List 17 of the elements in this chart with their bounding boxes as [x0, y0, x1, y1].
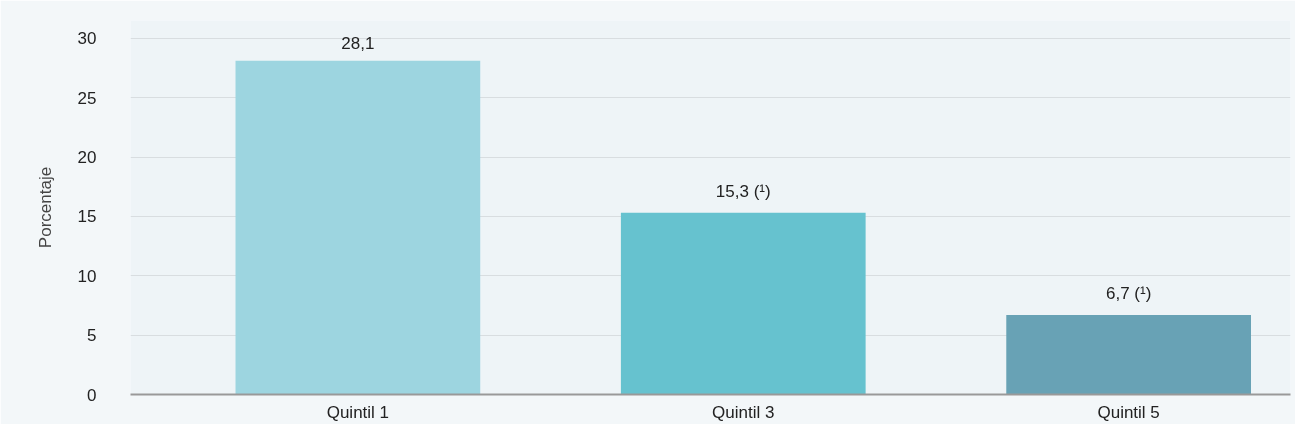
- x-tick-label: Quintil 1: [326, 402, 390, 422]
- data-label: 6,7 (¹): [1105, 283, 1152, 303]
- x-tick-label: Quintil 5: [1097, 402, 1160, 422]
- y-tick-label: 10: [77, 266, 97, 286]
- data-label: 15,3 (¹): [715, 181, 771, 201]
- bar: [235, 60, 481, 395]
- y-tick-label: 25: [77, 88, 97, 108]
- x-tick-label: Quintil 3: [712, 402, 775, 422]
- bar: [620, 212, 866, 395]
- data-label: 28,1: [341, 33, 375, 53]
- y-axis-title: Porcentaje: [35, 166, 55, 249]
- bar: [1006, 314, 1251, 395]
- y-tick-label: 5: [87, 326, 97, 346]
- y-tick-label: 0: [87, 385, 97, 405]
- y-tick-label: 20: [77, 148, 97, 168]
- y-tick-label: 15: [77, 207, 97, 227]
- y-tick-label: 30: [77, 29, 97, 49]
